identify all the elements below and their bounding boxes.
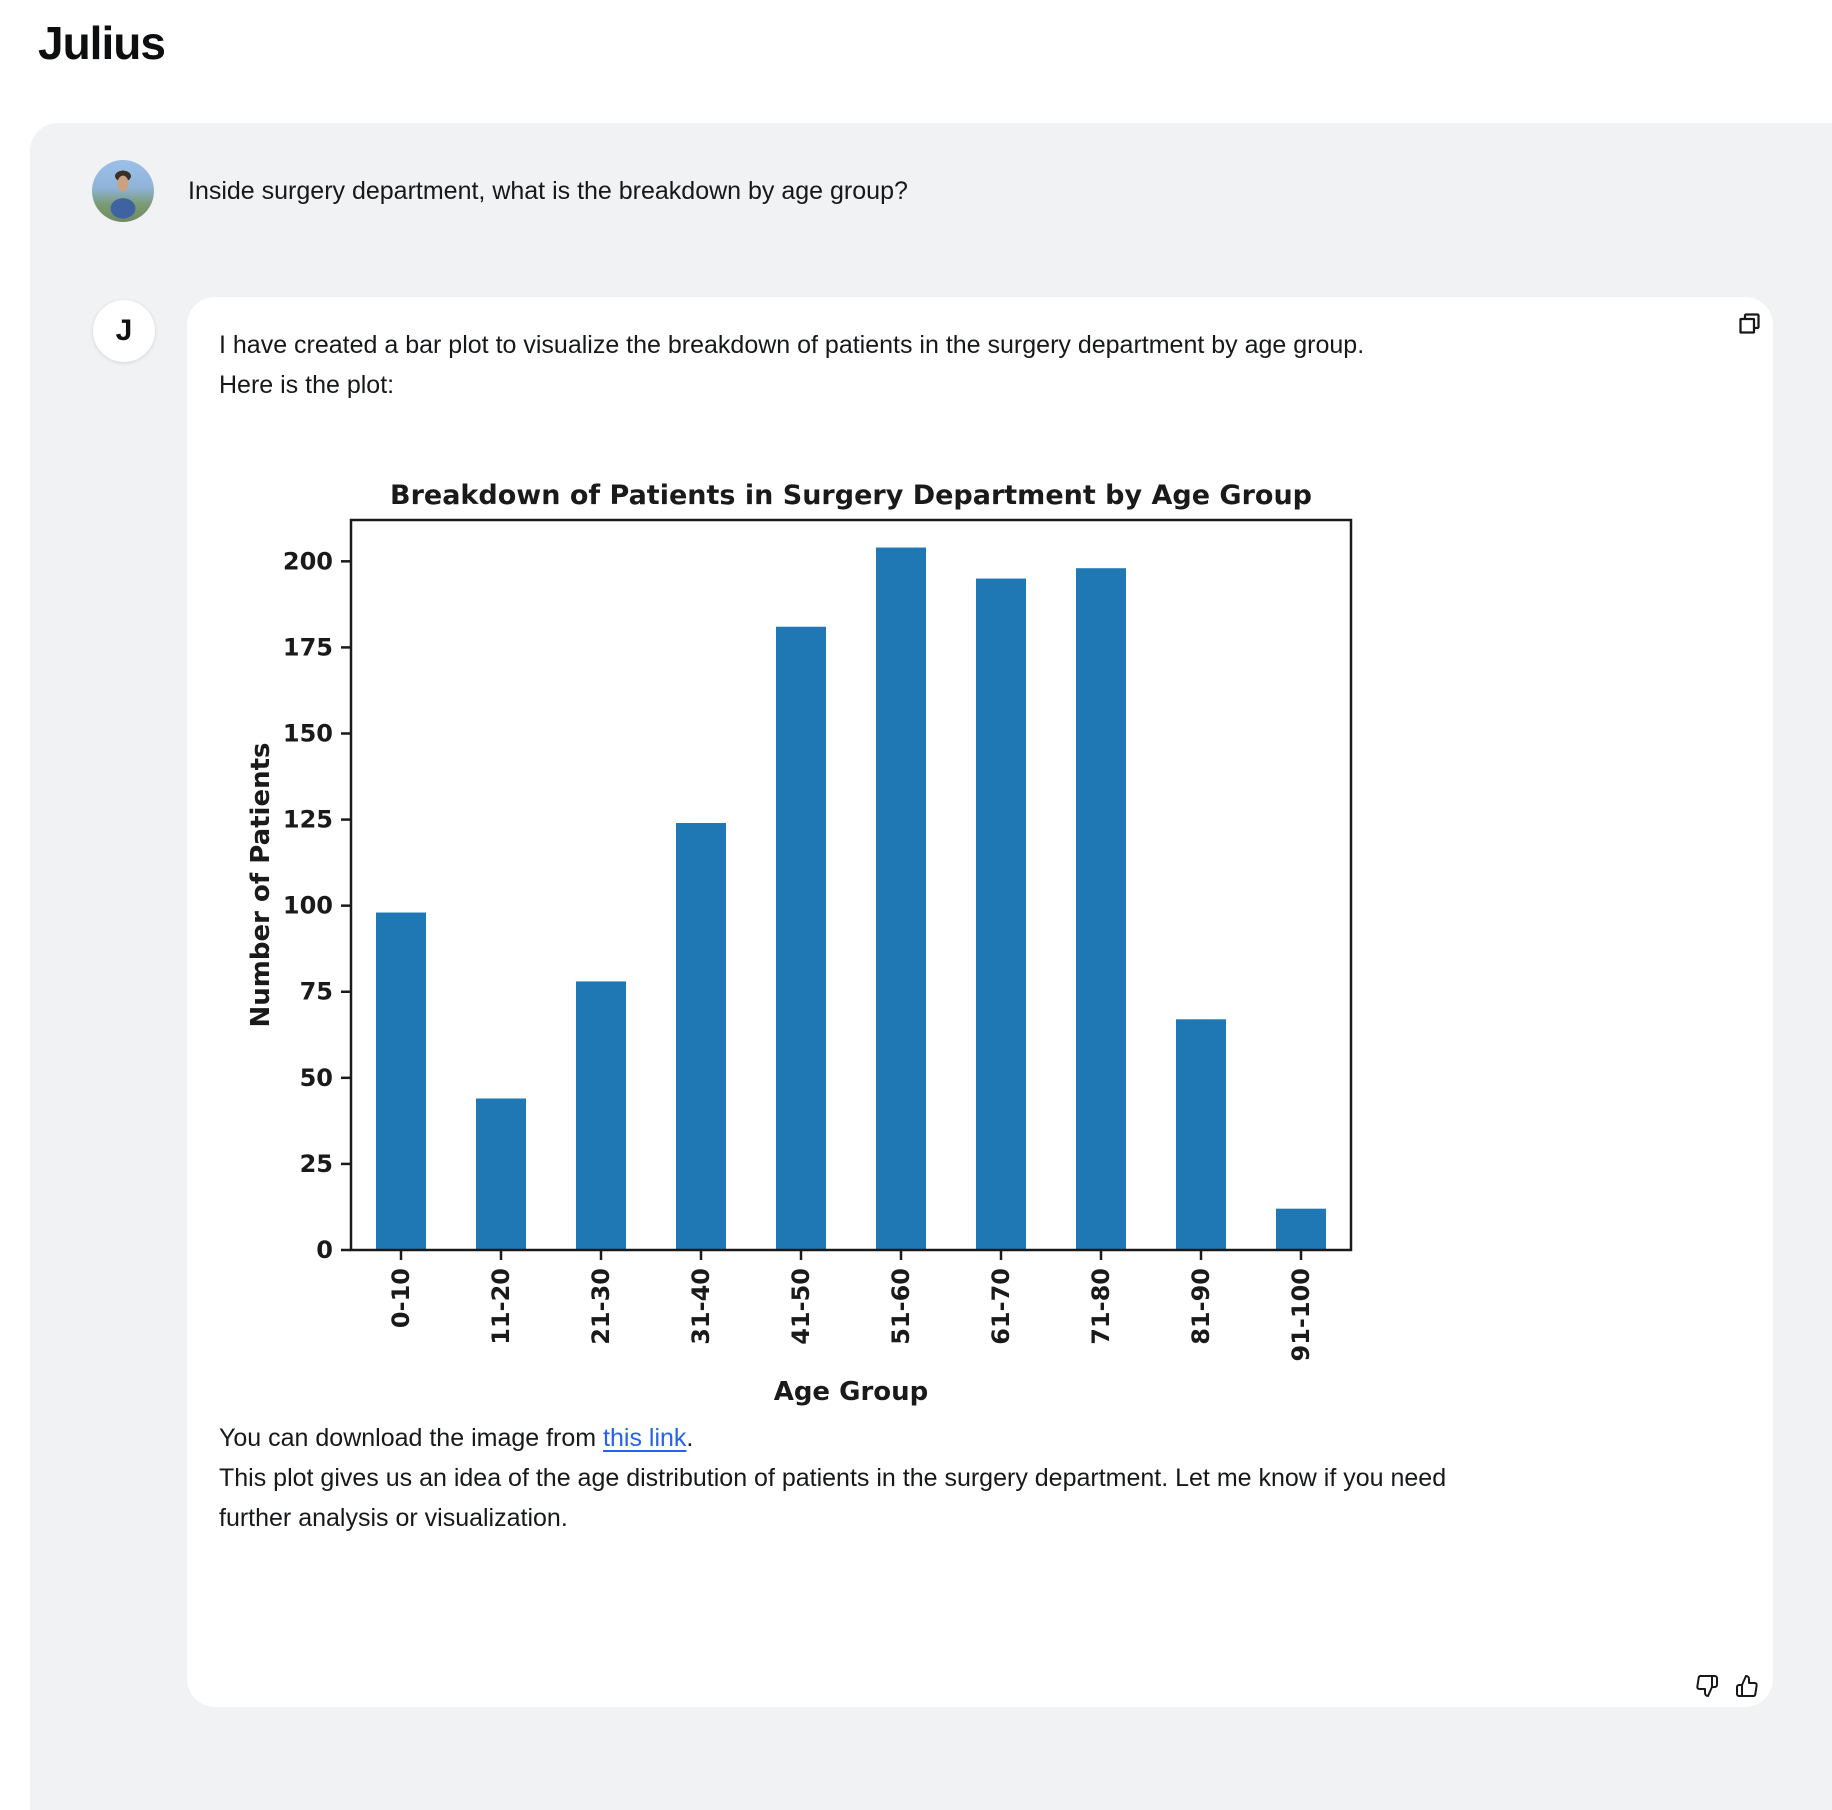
thumbs-up-button[interactable]	[1735, 1674, 1759, 1698]
assistant-paragraph-2: Here is the plot:	[219, 371, 395, 399]
svg-text:31-40: 31-40	[687, 1268, 715, 1345]
user-message-row: Inside surgery department, what is the b…	[30, 123, 1832, 222]
chat-container: Inside surgery department, what is the b…	[30, 123, 1832, 1810]
svg-text:Breakdown of Patients in Surge: Breakdown of Patients in Surgery Departm…	[390, 480, 1312, 511]
copy-button[interactable]	[1736, 310, 1763, 337]
svg-text:61-70: 61-70	[987, 1268, 1015, 1345]
svg-text:51-60: 51-60	[887, 1268, 915, 1345]
download-line: You can download the image from this lin…	[219, 1418, 1737, 1458]
download-link[interactable]: this link	[603, 1424, 687, 1452]
svg-text:200: 200	[283, 547, 333, 575]
thumbs-down-button[interactable]	[1695, 1674, 1719, 1698]
copy-icon	[1739, 313, 1760, 334]
download-suffix: .	[686, 1424, 694, 1452]
svg-text:41-50: 41-50	[787, 1268, 815, 1345]
assistant-avatar: J	[93, 300, 155, 362]
svg-text:0-10: 0-10	[387, 1268, 415, 1328]
svg-text:71-80: 71-80	[1087, 1268, 1115, 1345]
user-message-text: Inside surgery department, what is the b…	[188, 177, 908, 205]
svg-text:50: 50	[300, 1064, 333, 1092]
thumbs-down-icon	[1696, 1675, 1718, 1697]
assistant-paragraph-1: I have created a bar plot to visualize t…	[219, 331, 1365, 359]
app-title: Julius	[38, 17, 166, 69]
svg-text:91-100: 91-100	[1287, 1268, 1315, 1361]
assistant-message-card: I have created a bar plot to visualize t…	[187, 297, 1773, 1707]
svg-text:150: 150	[283, 719, 333, 747]
download-prefix: You can download the image from	[219, 1424, 604, 1452]
user-avatar	[92, 160, 154, 222]
svg-text:81-90: 81-90	[1187, 1268, 1215, 1345]
feedback-buttons	[1695, 1674, 1759, 1698]
thumbs-up-icon	[1736, 1675, 1758, 1697]
bar-chart-figure: Breakdown of Patients in Surgery Departm…	[239, 468, 1359, 1418]
svg-text:100: 100	[283, 892, 333, 920]
svg-text:0: 0	[316, 1236, 333, 1264]
bar-chart-svg: Breakdown of Patients in Surgery Departm…	[246, 480, 1353, 1407]
assistant-paragraph-3: This plot gives us an idea of the age di…	[219, 1464, 1447, 1532]
svg-text:125: 125	[283, 806, 333, 834]
svg-text:Age Group: Age Group	[774, 1377, 929, 1407]
svg-text:75: 75	[300, 978, 333, 1006]
svg-text:21-30: 21-30	[587, 1268, 615, 1345]
svg-text:Number of Patients: Number of Patients	[246, 743, 276, 1028]
assistant-message-row: J I have created a bar plot to visualize…	[30, 297, 1832, 1707]
svg-text:25: 25	[300, 1150, 333, 1178]
svg-text:175: 175	[283, 633, 333, 661]
svg-text:11-20: 11-20	[487, 1268, 515, 1345]
